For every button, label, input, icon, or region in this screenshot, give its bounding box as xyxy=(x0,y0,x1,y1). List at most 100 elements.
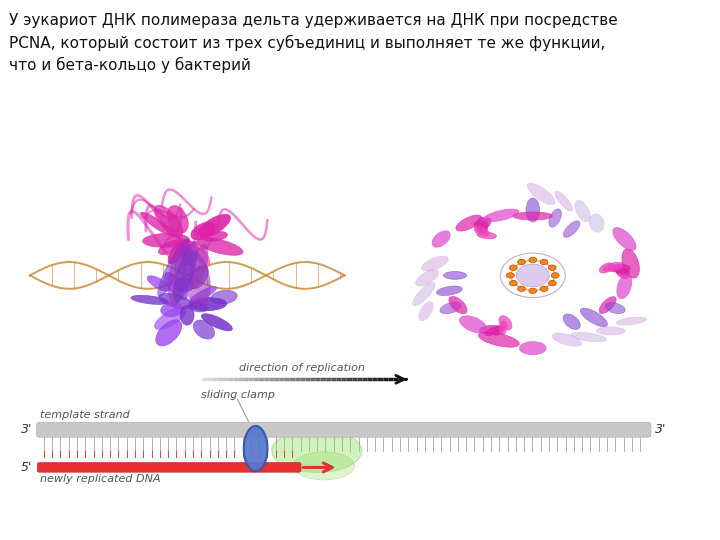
Ellipse shape xyxy=(191,222,215,240)
Ellipse shape xyxy=(596,327,625,335)
Ellipse shape xyxy=(589,214,604,232)
Ellipse shape xyxy=(164,273,187,300)
Ellipse shape xyxy=(189,245,208,289)
Ellipse shape xyxy=(617,274,631,299)
Ellipse shape xyxy=(563,221,580,238)
Ellipse shape xyxy=(167,206,188,233)
Ellipse shape xyxy=(499,316,512,330)
Ellipse shape xyxy=(189,302,208,312)
Ellipse shape xyxy=(181,240,196,265)
Ellipse shape xyxy=(180,305,194,325)
Ellipse shape xyxy=(605,302,625,314)
Ellipse shape xyxy=(478,332,519,347)
Ellipse shape xyxy=(168,248,186,306)
Ellipse shape xyxy=(211,291,237,304)
Ellipse shape xyxy=(156,320,181,346)
Ellipse shape xyxy=(480,326,501,334)
Ellipse shape xyxy=(159,293,192,309)
Ellipse shape xyxy=(174,241,198,302)
Ellipse shape xyxy=(485,326,503,336)
Ellipse shape xyxy=(415,269,438,286)
Ellipse shape xyxy=(189,298,227,310)
Circle shape xyxy=(506,273,514,278)
Circle shape xyxy=(529,257,536,262)
Ellipse shape xyxy=(131,295,168,305)
Ellipse shape xyxy=(189,287,217,303)
Ellipse shape xyxy=(519,342,546,355)
Ellipse shape xyxy=(197,238,243,255)
Ellipse shape xyxy=(140,212,175,237)
Text: direction of replication: direction of replication xyxy=(240,363,365,373)
Ellipse shape xyxy=(432,231,450,247)
Ellipse shape xyxy=(444,272,467,279)
Ellipse shape xyxy=(622,249,639,278)
Ellipse shape xyxy=(202,314,233,331)
Circle shape xyxy=(516,264,549,287)
Ellipse shape xyxy=(193,320,215,339)
Ellipse shape xyxy=(554,191,573,211)
Ellipse shape xyxy=(419,302,433,321)
Ellipse shape xyxy=(155,307,186,329)
Ellipse shape xyxy=(549,209,562,227)
Ellipse shape xyxy=(599,296,616,314)
Ellipse shape xyxy=(271,429,361,472)
Ellipse shape xyxy=(474,221,487,233)
Ellipse shape xyxy=(293,452,354,480)
Ellipse shape xyxy=(599,263,613,273)
Circle shape xyxy=(518,259,526,265)
Ellipse shape xyxy=(580,308,608,327)
Ellipse shape xyxy=(563,314,580,329)
Ellipse shape xyxy=(571,332,606,342)
Text: template strand: template strand xyxy=(40,410,130,420)
Ellipse shape xyxy=(175,243,194,288)
Ellipse shape xyxy=(477,232,497,239)
Ellipse shape xyxy=(499,321,507,334)
Ellipse shape xyxy=(527,183,555,205)
Ellipse shape xyxy=(189,265,208,289)
Text: 3': 3' xyxy=(655,423,667,436)
Ellipse shape xyxy=(456,215,482,231)
Ellipse shape xyxy=(243,426,268,471)
Ellipse shape xyxy=(615,267,629,275)
Ellipse shape xyxy=(483,209,519,222)
Ellipse shape xyxy=(190,241,210,266)
Ellipse shape xyxy=(459,316,487,333)
Circle shape xyxy=(510,265,517,271)
Ellipse shape xyxy=(513,212,553,220)
Ellipse shape xyxy=(449,296,467,314)
Text: newly replicated DNA: newly replicated DNA xyxy=(40,474,161,484)
Ellipse shape xyxy=(161,302,184,316)
Circle shape xyxy=(510,280,517,286)
Ellipse shape xyxy=(603,262,624,272)
Circle shape xyxy=(518,286,526,292)
Ellipse shape xyxy=(174,279,194,292)
Ellipse shape xyxy=(421,256,449,271)
FancyBboxPatch shape xyxy=(37,463,301,472)
Ellipse shape xyxy=(616,269,629,279)
Ellipse shape xyxy=(183,251,210,307)
Ellipse shape xyxy=(608,264,631,272)
Ellipse shape xyxy=(477,218,488,231)
Circle shape xyxy=(552,273,559,278)
Text: sliding clamp: sliding clamp xyxy=(201,389,274,400)
Ellipse shape xyxy=(616,317,647,325)
Ellipse shape xyxy=(526,198,539,222)
Ellipse shape xyxy=(575,200,590,222)
Ellipse shape xyxy=(143,233,189,247)
Ellipse shape xyxy=(413,282,435,306)
Circle shape xyxy=(529,288,536,294)
Ellipse shape xyxy=(481,218,491,228)
Circle shape xyxy=(549,265,556,271)
Ellipse shape xyxy=(436,286,462,295)
Ellipse shape xyxy=(202,232,228,241)
Ellipse shape xyxy=(613,227,636,251)
Ellipse shape xyxy=(474,227,490,236)
Ellipse shape xyxy=(493,326,504,335)
Ellipse shape xyxy=(552,333,582,346)
Ellipse shape xyxy=(197,214,230,238)
Ellipse shape xyxy=(158,239,189,296)
Text: 3': 3' xyxy=(21,423,32,436)
FancyBboxPatch shape xyxy=(37,422,651,437)
Text: 5': 5' xyxy=(21,461,32,474)
Circle shape xyxy=(549,280,556,286)
